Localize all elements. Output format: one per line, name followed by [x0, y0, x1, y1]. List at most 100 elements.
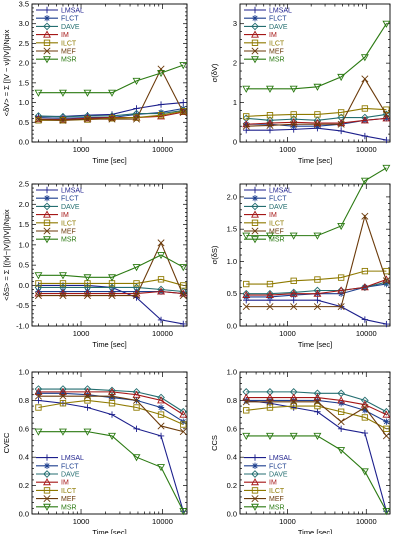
legend-entry-mef: MEF [244, 227, 284, 236]
data-point-mef [361, 403, 369, 412]
data-point-mef [382, 110, 390, 118]
data-point-mef [290, 303, 298, 311]
legend-marker [251, 478, 259, 486]
y-tick-label: 0.0 [19, 281, 29, 290]
data-point-ilct [266, 112, 274, 119]
legend-marker [43, 202, 51, 211]
y-tick-label: 0.6 [227, 424, 237, 433]
data-point-msr [157, 251, 166, 260]
legend-marker [251, 39, 259, 46]
data-point-mef [59, 392, 67, 400]
data-point-msr [360, 177, 369, 185]
legend-entry-msr: MSR [36, 56, 77, 64]
legend-entry-msr: MSR [36, 503, 77, 511]
series-line-im [246, 279, 387, 296]
legend-marker [43, 22, 51, 31]
x-tick-label: 10000 [356, 145, 377, 154]
legend-label: FLCT [61, 463, 79, 470]
y-tick-label: 1 [233, 98, 237, 107]
x-tick-label: 1000 [279, 329, 296, 338]
series-line-msr [246, 435, 387, 512]
data-point-ilct [314, 276, 321, 283]
series-line-msr [38, 254, 184, 278]
x-tick-label: 1000 [73, 517, 90, 526]
data-point-dave [289, 288, 298, 297]
data-point-ilct [133, 404, 140, 411]
legend-entry-mef: MEF [244, 495, 284, 503]
data-point-im [157, 287, 166, 295]
y-tick-label: 1.5 [19, 78, 29, 87]
data-point-ilct [59, 280, 67, 287]
legend-label: ILCT [61, 220, 77, 227]
data-point-lmsal [157, 316, 165, 324]
data-point-lmsal [108, 411, 116, 418]
series-line-msr [246, 167, 387, 237]
data-point-mef [108, 115, 116, 123]
legend-entry-im: IM [244, 30, 277, 39]
y-axis-title: CCS [210, 435, 219, 451]
data-point-mef [108, 392, 116, 400]
legend-entry-ilct: ILCT [36, 219, 77, 227]
data-point-msr [108, 89, 116, 97]
legend-entry-msr: MSR [244, 503, 285, 511]
y-tick-label: 2.5 [19, 180, 29, 189]
data-point-im [266, 393, 274, 401]
y-axis-title: σ(δS) [210, 245, 219, 264]
data-point-mef [133, 396, 141, 404]
data-point-lmsal [180, 99, 187, 106]
legend-label: LMSAL [61, 8, 84, 15]
legend-label: ILCT [269, 220, 285, 227]
data-point-ilct [180, 421, 187, 428]
x-axis-title: Time [sec] [92, 528, 126, 534]
legend-label: MSR [269, 57, 285, 64]
legend-entry-im: IM [36, 30, 69, 39]
legend-entry-dave: DAVE [36, 470, 80, 479]
data-point-ilct [133, 280, 140, 287]
data-point-lmsal [266, 126, 274, 134]
data-point-im [34, 387, 43, 395]
legend-marker [251, 30, 259, 38]
y-axis-title: CVEC [2, 432, 11, 453]
data-point-msr [83, 428, 92, 436]
legend-entry-dave: DAVE [244, 22, 288, 31]
data-point-ilct [290, 402, 297, 410]
legend-entry-ilct: ILCT [36, 39, 77, 47]
data-point-mef [290, 398, 298, 406]
data-point-msr [382, 164, 391, 172]
series-line-lmsal [246, 399, 387, 512]
legend-label: ILCT [269, 40, 285, 47]
data-point-ilct [35, 404, 42, 411]
data-point-msr [83, 89, 92, 97]
legend-label: MSR [61, 504, 77, 511]
legend-label: DAVE [61, 24, 80, 31]
legend-entry-flct: FLCT [244, 15, 287, 23]
plot-frame [31, 183, 188, 327]
data-point-lmsal [361, 429, 369, 437]
data-point-mef [157, 65, 165, 73]
legend-label: IM [269, 480, 277, 487]
panel-p3: -1.0 -0.5 0.0 0.5 1.0 1.5 2.0 2.5 1000 10000 Time … [2, 180, 188, 349]
legend-marker [43, 503, 51, 511]
legend-entry-flct: FLCT [244, 195, 287, 203]
data-point-mef [83, 392, 92, 400]
data-point-flct [108, 288, 116, 295]
data-point-im [289, 289, 298, 297]
data-point-mef [179, 292, 187, 300]
data-point-mef [313, 120, 321, 128]
data-point-dave [337, 286, 345, 295]
data-point-flct [84, 288, 91, 295]
data-point-im [382, 410, 391, 418]
y-tick-label: 1.0 [227, 368, 237, 377]
legend-entry-im: IM [244, 478, 277, 487]
panel-p5: 0.0 0.2 0.4 0.6 0.8 1.0 1000 10000 Time [sec] CVE… [2, 368, 188, 534]
data-point-mef [242, 303, 250, 311]
legend-label: IM [61, 212, 69, 219]
series-line-msr [38, 64, 184, 94]
data-point-dave [361, 396, 369, 405]
data-point-lmsal [361, 132, 369, 140]
legend-label: FLCT [61, 196, 79, 203]
data-point-msr [59, 89, 67, 97]
y-tick-label: 0.8 [227, 396, 237, 405]
data-point-mef [313, 398, 321, 406]
data-point-lmsal [35, 397, 42, 404]
